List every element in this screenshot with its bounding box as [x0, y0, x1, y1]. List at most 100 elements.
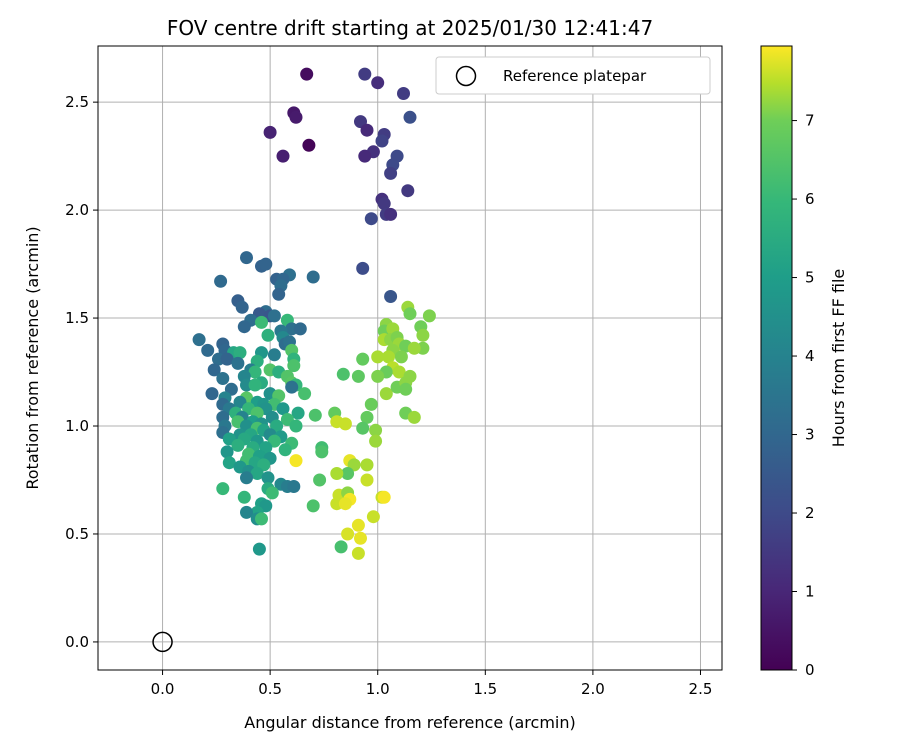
colorbar-tick-label: 4 — [805, 347, 815, 365]
data-point — [351, 518, 365, 532]
data-point — [248, 378, 262, 392]
data-point — [255, 315, 268, 329]
y-axis-label: Rotation from reference (arcmin) — [23, 226, 42, 489]
data-point — [220, 352, 234, 366]
y-axis-ticks: 0.0 0.5 1.0 1.5 2.0 2.5 — [65, 93, 98, 651]
y-tick-label: 0.5 — [65, 525, 89, 543]
colorbar: 0 1 2 3 4 5 6 7 Hours from first FF file — [760, 45, 848, 679]
data-point — [360, 410, 374, 424]
legend-reference-marker — [455, 65, 477, 87]
reference-platepar-marker — [152, 631, 173, 653]
data-point — [231, 356, 245, 370]
data-point — [240, 505, 253, 519]
data-point — [360, 473, 374, 487]
grid-lines — [98, 46, 722, 670]
data-point — [369, 434, 383, 448]
colorbar-ticks: 0 1 2 3 4 5 6 7 — [792, 112, 815, 679]
data-point — [371, 350, 385, 364]
data-point — [356, 352, 370, 366]
x-tick-label: 2.5 — [689, 680, 713, 698]
colorbar-tick-label: 5 — [805, 269, 815, 287]
data-point — [233, 346, 247, 360]
data-point — [330, 467, 344, 480]
data-point — [261, 328, 275, 342]
data-point — [231, 438, 245, 452]
data-point — [336, 367, 350, 381]
y-tick-label: 0.0 — [65, 633, 89, 651]
data-point — [371, 76, 385, 90]
data-point — [407, 341, 421, 355]
colorbar-tick-label: 6 — [805, 190, 815, 208]
data-point — [384, 166, 398, 180]
data-point — [272, 287, 286, 301]
x-tick-label: 0.5 — [258, 680, 282, 698]
data-point — [358, 149, 372, 163]
data-point — [267, 348, 281, 362]
data-point — [201, 343, 215, 357]
x-tick-label: 1.5 — [473, 680, 497, 698]
data-point — [422, 309, 436, 323]
data-point — [403, 110, 417, 124]
data-point — [205, 387, 219, 401]
data-point — [306, 270, 320, 284]
data-point — [369, 423, 383, 437]
data-point — [287, 480, 301, 493]
data-point — [341, 467, 355, 480]
data-point — [248, 365, 262, 379]
x-tick-label: 2.0 — [581, 680, 605, 698]
data-point — [298, 387, 312, 401]
data-point — [278, 443, 292, 457]
data-point — [267, 309, 281, 323]
data-point — [379, 387, 393, 401]
data-point — [207, 363, 221, 377]
data-point — [237, 490, 251, 504]
colorbar-tick-label: 3 — [805, 426, 815, 444]
data-point — [240, 251, 253, 265]
data-point — [338, 417, 352, 431]
data-point — [276, 402, 290, 416]
data-point — [250, 467, 264, 480]
colorbar-tick-label: 0 — [805, 661, 815, 679]
data-point — [358, 67, 372, 81]
data-point — [302, 138, 316, 152]
data-point — [377, 197, 391, 211]
data-point — [192, 333, 206, 347]
data-point — [293, 322, 307, 336]
data-point — [237, 320, 251, 334]
legend-box — [435, 56, 711, 95]
data-point — [366, 510, 380, 524]
data-point — [399, 382, 413, 396]
data-point — [397, 87, 410, 100]
data-points — [192, 67, 436, 560]
data-point — [351, 546, 365, 560]
data-point — [334, 540, 348, 554]
data-point — [351, 369, 365, 383]
data-point — [354, 531, 367, 545]
colorbar-tick-label: 1 — [805, 583, 815, 601]
data-point — [287, 359, 301, 373]
data-point — [401, 184, 415, 198]
legend-label: Reference platepar — [503, 67, 647, 85]
data-point — [382, 350, 395, 364]
data-point — [384, 290, 398, 303]
data-point — [263, 125, 277, 139]
data-point — [252, 542, 266, 556]
data-point — [285, 380, 299, 394]
data-point — [308, 408, 322, 422]
data-point — [291, 406, 305, 420]
data-point — [261, 471, 275, 485]
data-point — [360, 458, 374, 472]
data-point — [259, 257, 273, 271]
x-axis-label: Angular distance from reference (arcmin) — [244, 713, 575, 732]
data-point — [289, 110, 303, 124]
colorbar-tick-label: 2 — [805, 504, 815, 522]
colorbar-gradient — [760, 45, 793, 671]
y-tick-label: 2.0 — [65, 201, 89, 219]
data-point — [240, 471, 253, 485]
data-point — [394, 350, 408, 364]
data-point — [384, 207, 398, 221]
legend: Reference platepar — [435, 56, 711, 95]
data-point — [341, 527, 355, 541]
data-point — [416, 328, 430, 342]
